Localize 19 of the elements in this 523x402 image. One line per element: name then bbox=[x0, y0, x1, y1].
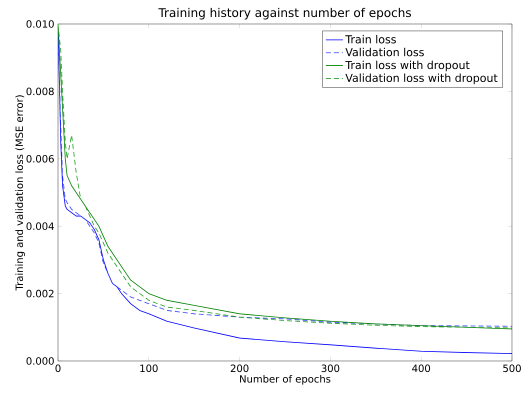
y-tick-label: 0.010 bbox=[26, 20, 54, 28]
y-tick-label: 0.004 bbox=[26, 222, 54, 230]
y-axis-title: Training and validation loss (MSE error) bbox=[15, 95, 25, 291]
legend-label: Train loss bbox=[345, 34, 396, 44]
legend-label: Validation loss with dropout bbox=[345, 74, 498, 84]
x-axis-title: Number of epochs bbox=[240, 374, 330, 385]
chart-title: Training history against number of epochs bbox=[158, 8, 411, 20]
y-tick-label: 0.002 bbox=[26, 290, 54, 298]
x-tick-label: 300 bbox=[322, 364, 340, 372]
legend-label: Train loss with dropout bbox=[345, 60, 470, 72]
x-tick-label: 100 bbox=[140, 364, 158, 372]
y-tick-label: 0.000 bbox=[26, 357, 54, 365]
x-tick-label: 400 bbox=[412, 364, 430, 372]
legend-label: Validation loss bbox=[345, 48, 424, 56]
y-tick-label: 0.006 bbox=[26, 155, 54, 163]
y-tick-label: 0.008 bbox=[26, 88, 54, 96]
x-tick-label: 0 bbox=[55, 364, 61, 372]
x-tick-label: 500 bbox=[503, 364, 521, 372]
x-tick-label: 200 bbox=[230, 364, 248, 372]
